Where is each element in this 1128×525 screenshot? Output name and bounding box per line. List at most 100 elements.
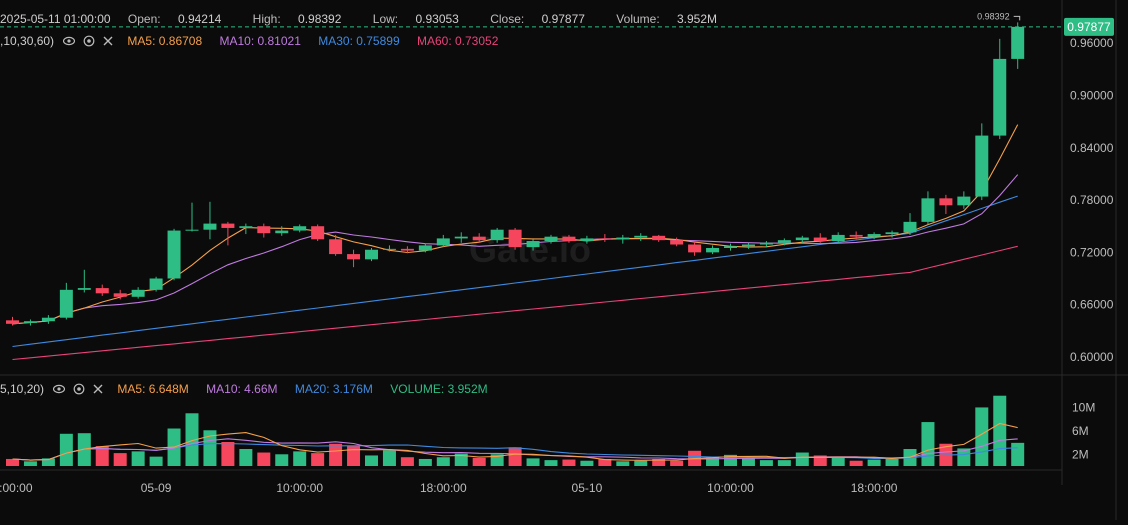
candle-body xyxy=(849,234,863,237)
high-value: 0.98392 xyxy=(298,12,342,26)
volume-value: 3.952M xyxy=(677,12,718,26)
candle-body xyxy=(688,244,702,253)
candle-body xyxy=(993,58,1007,136)
volume-bar xyxy=(795,452,809,466)
volume-bar xyxy=(616,461,630,466)
candle-body xyxy=(6,320,19,324)
volume-bar xyxy=(257,452,271,466)
candle-body xyxy=(652,235,666,241)
price-tick-label: 0.72000 xyxy=(1070,245,1114,259)
last-price-text: 0.97877 xyxy=(1067,20,1111,34)
price-tick-label: 0.90000 xyxy=(1070,89,1114,103)
time-tick-label: 18:00:00 xyxy=(851,481,898,495)
close-icon[interactable] xyxy=(92,383,104,395)
eye-icon[interactable] xyxy=(63,35,76,47)
volume-bar xyxy=(311,453,325,466)
ma5-legend: MA5: 0.86708 xyxy=(127,34,203,48)
volume-legend: 5,10,20) MA5: 6.648M MA10: 4.66M MA20: 3… xyxy=(0,382,502,396)
volume-bar xyxy=(239,449,253,466)
volume-bar xyxy=(185,413,199,466)
candle-body xyxy=(382,248,396,250)
close-icon[interactable] xyxy=(102,35,114,47)
volume-bar xyxy=(1011,442,1025,466)
ma60-line xyxy=(12,245,1018,361)
vol-ma20-legend: MA20: 3.176M xyxy=(294,382,373,396)
low-label: Low: xyxy=(372,12,399,26)
candle-body xyxy=(490,229,504,241)
candle-body xyxy=(203,223,217,230)
candle-body xyxy=(239,226,253,228)
ma10-legend: MA10: 0.81021 xyxy=(219,34,301,48)
candle-body xyxy=(167,230,181,279)
candle-body xyxy=(706,248,720,253)
ma30-line xyxy=(12,195,1018,348)
volume-tick-label: 10M xyxy=(1072,400,1095,414)
time-tick-label: 05-09 xyxy=(141,481,172,495)
volume-bar xyxy=(400,457,414,466)
candle-body xyxy=(598,238,612,240)
candle-body xyxy=(670,240,684,245)
candle-body xyxy=(131,289,145,297)
candle-body xyxy=(77,288,91,290)
candle-body xyxy=(95,288,109,294)
settings-icon[interactable] xyxy=(73,383,85,395)
candle-body xyxy=(885,232,899,235)
volume-bar xyxy=(490,454,504,466)
settings-icon[interactable] xyxy=(83,35,95,47)
candle-body xyxy=(436,238,450,246)
candle-body xyxy=(293,226,307,231)
volume-bar xyxy=(329,443,343,466)
candle-body xyxy=(347,254,361,260)
ma-legend: ,10,30,60) MA5: 0.86708 MA10: 0.81021 MA… xyxy=(0,34,512,48)
candle-body xyxy=(149,278,163,290)
candle-body xyxy=(526,241,540,248)
candle-body xyxy=(23,321,37,323)
candle-body xyxy=(741,244,755,247)
volume-bar xyxy=(598,458,612,466)
volume-bar xyxy=(382,450,396,466)
time-tick-label: 8:00:00 xyxy=(0,481,33,495)
candle-body xyxy=(221,223,235,228)
candle-body xyxy=(634,235,648,238)
volume-bar xyxy=(867,459,881,466)
candle-body xyxy=(418,245,432,251)
volume-bar xyxy=(131,451,145,466)
low-value: 0.93053 xyxy=(415,12,459,26)
open-value: 0.94214 xyxy=(177,12,222,26)
ma-params: ,10,30,60) xyxy=(0,34,55,48)
volume-bar xyxy=(41,458,55,466)
volume-bar xyxy=(831,457,845,466)
volume-bar xyxy=(149,456,163,466)
high-marker-pointer xyxy=(1013,15,1021,21)
candle-body xyxy=(724,246,737,248)
time-tick-label: 10:00:00 xyxy=(707,481,754,495)
volume-bar xyxy=(6,458,19,466)
volume-bar xyxy=(759,460,773,466)
volume-label: Volume: xyxy=(616,12,660,26)
candle-body xyxy=(311,226,325,240)
volume-bar xyxy=(544,460,558,466)
candle-body xyxy=(365,249,378,260)
volume-bar xyxy=(777,460,791,466)
last-price-tag xyxy=(1064,17,1114,36)
candle-body xyxy=(257,226,271,234)
candle-body xyxy=(185,229,199,231)
volume-bar xyxy=(454,453,468,466)
candle-body xyxy=(759,242,773,245)
volume-bar xyxy=(634,460,648,466)
time-tick-label: 10:00:00 xyxy=(276,481,323,495)
ma30-legend: MA30: 0.75899 xyxy=(318,34,400,48)
volume-bar xyxy=(221,441,235,466)
candle-body xyxy=(580,238,594,242)
eye-icon[interactable] xyxy=(53,383,66,395)
volume-bar xyxy=(203,430,217,466)
close-value: 0.97877 xyxy=(541,12,585,26)
candle-body xyxy=(939,198,953,206)
volume-bar xyxy=(921,422,935,466)
candle-body xyxy=(921,198,935,222)
candle-body xyxy=(508,229,522,248)
volume-bar xyxy=(849,460,863,466)
candle-body xyxy=(957,196,971,206)
